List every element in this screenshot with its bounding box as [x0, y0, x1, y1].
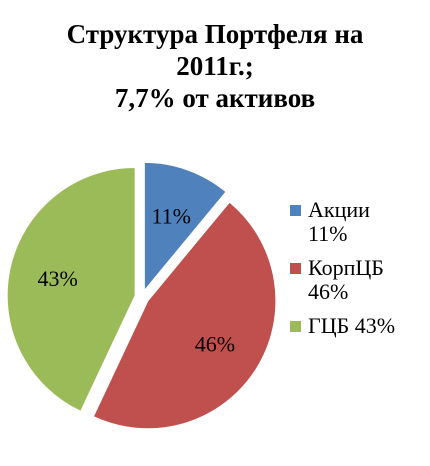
legend-swatch-akcii — [290, 205, 301, 216]
data-label-korpcb: 46% — [195, 331, 235, 356]
chart-title-line-3: 7,7% от активов — [114, 83, 316, 113]
legend-swatch-korpcb — [290, 263, 301, 274]
legend-label-korpcb-line-1: КорпЦБ — [308, 255, 384, 280]
chart-title-line-1: Структура Портфеля на — [66, 19, 364, 49]
legend-label-akcii-line-2: 11% — [308, 221, 348, 246]
legend-label-korpcb-line-2: 46% — [308, 279, 349, 304]
legend-item-akcii: Акции 11% — [290, 198, 425, 246]
legend-swatch-gcb — [290, 321, 301, 332]
data-label-gcb: 43% — [38, 266, 78, 291]
legend-label-akcii-line-1: Акции — [308, 197, 370, 222]
legend-item-korpcb: КорпЦБ 46% — [290, 256, 425, 304]
legend-item-gcb: ГЦБ 43% — [290, 314, 425, 338]
legend-label-gcb-line-1: ГЦБ 43% — [308, 313, 396, 338]
pie-slice-gcb — [6, 166, 136, 412]
data-label-akcii: 11% — [151, 204, 191, 229]
chart-title-line-2: 2011г.; — [176, 51, 254, 81]
legend: Акции 11% КорпЦБ 46% ГЦБ 43% — [290, 198, 425, 348]
chart-title: Структура Портфеля на 2011г.; 7,7% от ак… — [0, 18, 430, 114]
pie-slice-korpcb — [92, 201, 277, 430]
pie-slice-akcii — [143, 161, 227, 292]
